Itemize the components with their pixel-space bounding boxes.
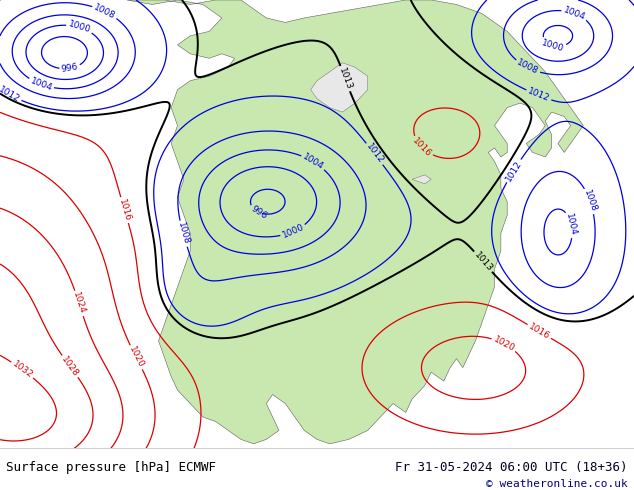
Text: 1008: 1008 (176, 221, 191, 246)
Text: 1020: 1020 (127, 345, 145, 369)
Text: 1016: 1016 (117, 198, 132, 222)
Polygon shape (127, 0, 583, 444)
Text: Surface pressure [hPa] ECMWF: Surface pressure [hPa] ECMWF (6, 461, 216, 474)
Text: 1000: 1000 (281, 222, 306, 240)
Text: 1016: 1016 (411, 136, 433, 159)
Text: 1013: 1013 (472, 250, 494, 273)
Text: 1013: 1013 (337, 66, 353, 91)
Text: 1012: 1012 (364, 142, 385, 166)
Text: 1032: 1032 (10, 359, 34, 380)
Text: © weatheronline.co.uk: © weatheronline.co.uk (486, 479, 628, 489)
Text: Fr 31-05-2024 06:00 UTC (18+36): Fr 31-05-2024 06:00 UTC (18+36) (395, 461, 628, 474)
Text: 1012: 1012 (0, 85, 22, 104)
Polygon shape (311, 63, 368, 112)
Text: 1012: 1012 (526, 87, 551, 104)
Text: 1000: 1000 (67, 20, 92, 35)
Text: 1004: 1004 (301, 152, 325, 172)
Text: 1020: 1020 (492, 335, 516, 353)
Text: 1004: 1004 (564, 213, 578, 237)
Text: 1008: 1008 (93, 2, 117, 21)
Text: 996: 996 (249, 204, 268, 221)
Text: 1024: 1024 (71, 291, 87, 316)
Text: 1012: 1012 (504, 159, 524, 183)
Text: 1008: 1008 (515, 58, 540, 76)
Text: 1004: 1004 (29, 76, 54, 93)
Text: 1004: 1004 (562, 5, 587, 22)
Text: 1008: 1008 (582, 189, 598, 214)
Text: 996: 996 (61, 62, 79, 74)
Polygon shape (412, 175, 431, 184)
Text: 1000: 1000 (541, 38, 566, 53)
Text: 1016: 1016 (527, 322, 552, 341)
Text: 1028: 1028 (60, 354, 81, 378)
